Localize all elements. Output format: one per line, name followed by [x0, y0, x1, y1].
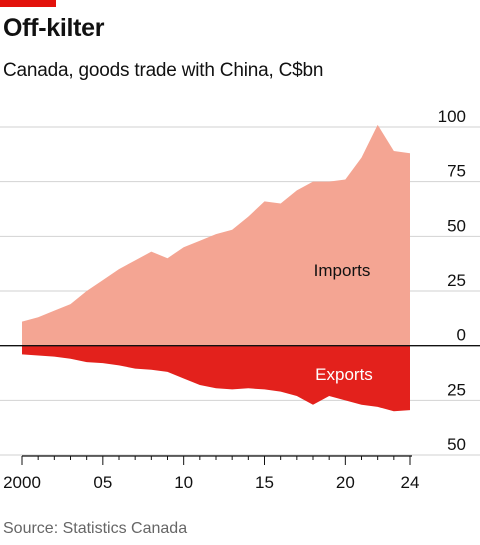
x-tick-label: 2000	[3, 473, 41, 492]
exports-label: Exports	[315, 365, 373, 384]
chart-title: Off-kilter	[3, 14, 105, 42]
y-tick-label: 0	[457, 326, 466, 345]
y-tick-labels: 100 75 50 25 0 25 50	[438, 107, 466, 454]
x-tick-label: 15	[255, 473, 274, 492]
y-tick-label: 25	[447, 380, 466, 399]
y-tick-label: 75	[447, 162, 466, 181]
x-axis: 2000 05 10 15 20 24	[3, 455, 420, 492]
source-note: Source: Statistics Canada	[3, 520, 188, 537]
y-tick-label: 50	[447, 216, 466, 235]
brand-tag	[0, 0, 56, 7]
chart-subtitle: Canada, goods trade with China, C$bn	[3, 60, 324, 81]
y-tick-label: 25	[447, 271, 466, 290]
y-tick-label: 50	[447, 435, 466, 454]
imports-area	[22, 124, 410, 346]
x-tick-label: 10	[174, 473, 193, 492]
x-tick-label: 05	[93, 473, 112, 492]
x-tick-label: 20	[336, 473, 355, 492]
imports-label: Imports	[314, 261, 371, 280]
x-tick-label: 24	[401, 473, 420, 492]
y-tick-label: 100	[438, 107, 466, 126]
exports-area	[22, 345, 410, 412]
